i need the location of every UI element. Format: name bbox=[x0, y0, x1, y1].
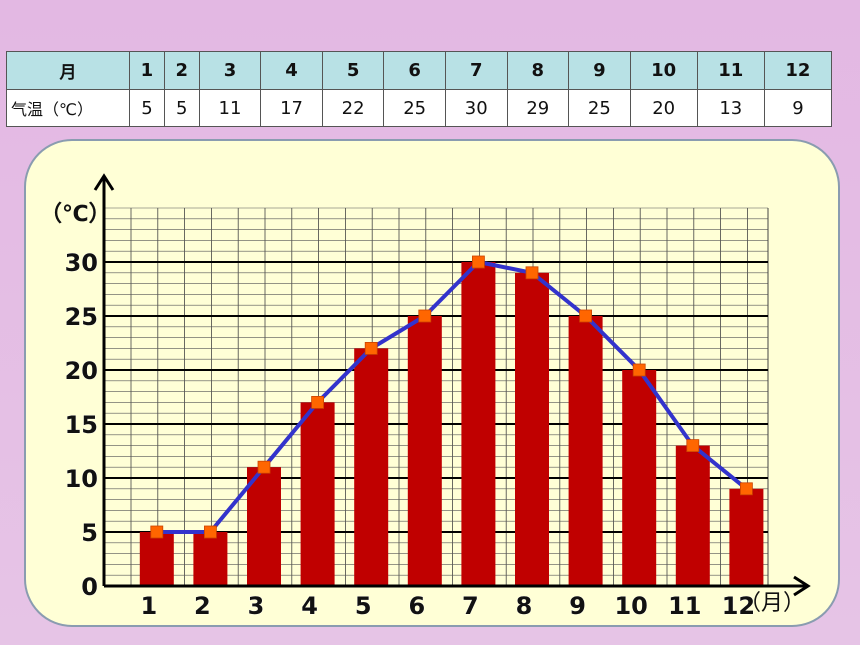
month-header-cell: 2 bbox=[163, 51, 200, 90]
bar-month-4 bbox=[300, 402, 335, 586]
y-tick-label: 30 bbox=[65, 249, 98, 277]
month-header-cell: 11 bbox=[696, 51, 765, 90]
temperature-cell: 17 bbox=[260, 89, 323, 127]
temperature-cell: 30 bbox=[444, 89, 508, 127]
temperature-line bbox=[156, 260, 748, 534]
temperature-cell: 20 bbox=[629, 89, 698, 127]
bar-month-9 bbox=[568, 316, 603, 586]
bar-month-12 bbox=[729, 488, 764, 586]
x-tick-labels: 1 2 3 4 5 6 7 8 9 10 11 12 bbox=[140, 592, 755, 621]
y-tick-label: 0 bbox=[81, 573, 98, 601]
bar-month-7 bbox=[461, 262, 496, 586]
x-tick-label: 4 bbox=[301, 592, 318, 620]
y-tick-labels: 0 5 10 15 20 25 30 bbox=[64, 249, 98, 602]
month-header-cell: 4 bbox=[260, 51, 323, 90]
temperature-row-label: 气温（℃） bbox=[6, 89, 130, 127]
temperature-table: 月 1 2 3 4 5 6 7 8 9 10 11 12 气温（℃） 5 5 1… bbox=[6, 51, 833, 127]
bar-month-8 bbox=[515, 272, 549, 586]
x-tick-label: 7 bbox=[462, 592, 479, 620]
bar-month-5 bbox=[354, 348, 389, 586]
x-tick-label: 5 bbox=[355, 592, 372, 620]
month-header-cell: 1 bbox=[129, 51, 165, 90]
marker-month-7 bbox=[471, 255, 485, 269]
month-header-cell: 7 bbox=[444, 51, 508, 90]
x-tick-label: 9 bbox=[569, 592, 586, 620]
month-header-cell: 6 bbox=[383, 51, 446, 90]
table-value-row: 气温（℃） 5 5 11 17 22 25 30 29 25 20 13 9 bbox=[6, 89, 833, 127]
month-header-cell: 3 bbox=[198, 51, 262, 90]
marker-month-6 bbox=[418, 309, 432, 323]
x-tick-label: 10 bbox=[614, 592, 647, 620]
y-tick-label: 15 bbox=[65, 411, 98, 439]
marker-month-10 bbox=[632, 363, 646, 377]
bar-month-10 bbox=[622, 370, 657, 586]
temperature-cell: 9 bbox=[763, 89, 833, 127]
temperature-cell: 25 bbox=[383, 89, 446, 127]
marker-month-3 bbox=[257, 460, 271, 474]
marker-month-9 bbox=[579, 309, 592, 323]
temperature-cell: 25 bbox=[568, 89, 631, 127]
bar-month-11 bbox=[675, 445, 710, 586]
bar-series bbox=[139, 262, 764, 586]
x-tick-label: 2 bbox=[194, 592, 211, 620]
y-tick-label: 5 bbox=[81, 519, 98, 547]
x-axis-label: （月） bbox=[739, 591, 805, 616]
marker-series bbox=[150, 255, 753, 539]
marker-month-2 bbox=[203, 525, 217, 539]
x-tick-label: 8 bbox=[516, 592, 533, 620]
line-series bbox=[156, 260, 748, 534]
table-header-row: 月 1 2 3 4 5 6 7 8 9 10 11 12 bbox=[6, 51, 833, 90]
y-axis-label: （℃） bbox=[40, 202, 111, 227]
temperature-cell: 5 bbox=[163, 89, 200, 127]
x-tick-label: 12 bbox=[722, 592, 755, 620]
month-header-label: 月 bbox=[6, 51, 130, 90]
y-tick-label: 10 bbox=[65, 465, 98, 493]
x-axis-arrow bbox=[793, 575, 811, 597]
month-header-cell: 5 bbox=[321, 51, 385, 90]
bar-month-2 bbox=[193, 532, 228, 586]
y-tick-label: 20 bbox=[65, 357, 98, 385]
month-header-cell: 12 bbox=[763, 51, 833, 90]
bar-month-3 bbox=[247, 467, 281, 586]
x-tick-label: 3 bbox=[248, 592, 265, 620]
temperature-cell: 29 bbox=[506, 89, 570, 127]
x-tick-label: 1 bbox=[140, 592, 157, 620]
temperature-cell: 13 bbox=[696, 89, 765, 127]
marker-month-12 bbox=[740, 482, 753, 496]
y-tick-label: 25 bbox=[65, 303, 98, 331]
month-header-cell: 10 bbox=[629, 51, 698, 90]
y-axis-arrow bbox=[93, 173, 115, 191]
month-header-cell: 8 bbox=[506, 51, 570, 90]
axes bbox=[93, 173, 811, 597]
marker-month-8 bbox=[525, 266, 539, 280]
marker-month-11 bbox=[686, 439, 700, 453]
x-tick-label: 6 bbox=[408, 592, 425, 620]
marker-month-5 bbox=[364, 341, 378, 355]
marker-month-4 bbox=[311, 395, 325, 409]
x-tick-label: 11 bbox=[668, 592, 701, 620]
temperature-cell: 22 bbox=[321, 89, 385, 127]
bar-month-6 bbox=[407, 316, 442, 586]
marker-month-1 bbox=[150, 525, 164, 539]
bar-month-1 bbox=[139, 532, 174, 586]
